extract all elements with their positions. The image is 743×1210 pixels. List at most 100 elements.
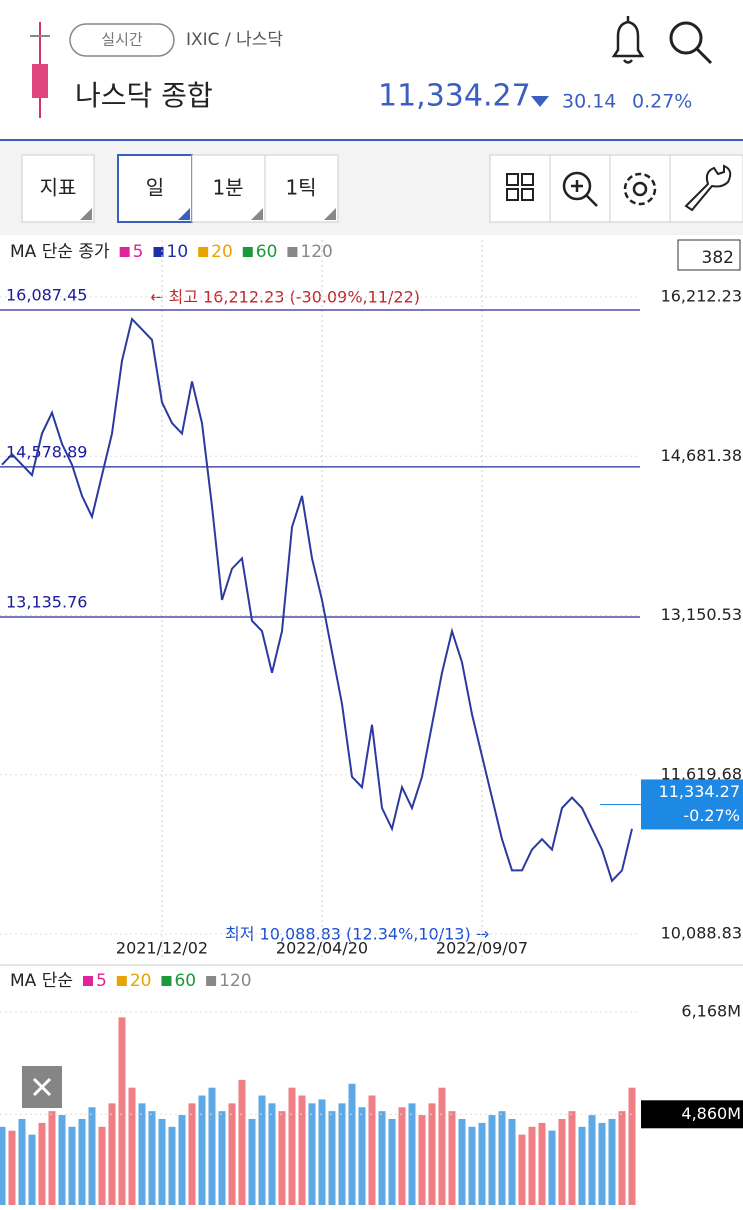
button[interactable]	[21, 154, 95, 223]
volume-bar	[608, 1118, 616, 1205]
volume-bar	[578, 1126, 586, 1205]
volume-bar	[488, 1115, 496, 1205]
volume-bar	[498, 1111, 506, 1205]
volume-bar	[588, 1115, 596, 1205]
close-overlay[interactable]	[22, 1066, 62, 1108]
search-icon[interactable]	[669, 21, 713, 65]
y-tick-label: 16,212.23	[661, 287, 742, 306]
volume-bar	[58, 1115, 66, 1205]
button-label[interactable]: 1분	[212, 176, 243, 200]
legend-swatch	[206, 976, 217, 986]
volume-bar	[18, 1118, 26, 1205]
y-tick-box	[641, 1100, 743, 1129]
low-annotation: 최저 10,088.83 (12.34%,10/13) →	[225, 925, 489, 944]
index-name: 나스닥 종합	[75, 79, 213, 112]
volume-bar	[238, 1079, 246, 1205]
down-arrow	[531, 96, 549, 107]
legend-swatch	[242, 247, 253, 257]
volume-bar	[28, 1134, 36, 1205]
legend-label: 5	[96, 971, 107, 991]
grid-button[interactable]	[489, 154, 551, 223]
index-price: 11,334.27	[378, 79, 531, 114]
y-tick-label: 4,860M	[681, 1104, 741, 1123]
button-selected[interactable]	[117, 154, 193, 223]
volume-bar	[138, 1103, 146, 1205]
current-box	[641, 779, 743, 830]
legend-swatch	[161, 976, 172, 986]
volume-bar	[178, 1115, 186, 1205]
bell-icon[interactable]	[611, 16, 645, 64]
volume-bar	[378, 1111, 386, 1205]
level-label: 14,578.89	[6, 442, 87, 461]
level-label: 16,087.45	[6, 285, 87, 304]
grid-icon	[506, 173, 534, 201]
level-label: 13,135.76	[6, 593, 87, 612]
button-label[interactable]: 일	[146, 176, 164, 200]
volume-bar	[628, 1087, 636, 1205]
volume-bar	[408, 1103, 416, 1205]
volume-bar	[318, 1099, 326, 1205]
volume-bar	[268, 1103, 276, 1205]
volume-bar	[538, 1122, 546, 1205]
legend-label: 120	[300, 242, 332, 262]
tools-button[interactable]	[669, 154, 743, 223]
volume-bar	[448, 1111, 456, 1205]
volume-bar	[218, 1111, 226, 1205]
volume-bar	[598, 1122, 606, 1205]
volume-bar	[158, 1118, 166, 1205]
volume-bar	[618, 1111, 626, 1205]
button[interactable]	[264, 154, 339, 223]
volume-bar	[528, 1126, 536, 1205]
legend-swatch	[82, 976, 93, 986]
legend-title: MA 단순	[10, 971, 73, 991]
volume-bar	[168, 1126, 176, 1205]
volume-bar	[418, 1115, 426, 1205]
settings-button[interactable]	[609, 154, 671, 223]
volume-bar	[278, 1111, 286, 1205]
dropdown-corner	[324, 208, 336, 220]
index-change: 30.14	[562, 91, 616, 113]
button-label[interactable]: 1틱	[285, 176, 316, 200]
volume-bar	[298, 1095, 306, 1205]
volume-bar	[428, 1103, 436, 1205]
x-tick-label: 2021/12/02	[116, 939, 208, 958]
zoom-button[interactable]	[549, 154, 611, 223]
volume-bar	[148, 1111, 156, 1205]
count-value: 382	[702, 248, 734, 268]
volume-bar	[568, 1111, 576, 1205]
legend-swatch	[198, 247, 209, 257]
logo-icon	[32, 64, 48, 98]
dropdown-corner	[178, 208, 190, 220]
y-tick-label: 6,168M	[681, 1002, 741, 1021]
volume-bar	[458, 1118, 466, 1205]
volume-bar	[248, 1118, 256, 1205]
volume-bar	[108, 1103, 116, 1205]
volume-bar	[338, 1103, 346, 1205]
volume-bar	[518, 1134, 526, 1205]
y-tick-label: 14,681.38	[661, 446, 742, 465]
volume-bar	[228, 1103, 236, 1205]
button[interactable]	[191, 154, 266, 223]
legend-label: 60	[174, 971, 196, 991]
current-price: 11,334.27	[659, 782, 740, 801]
symbol-path: IXIC / 나스닥	[186, 30, 283, 50]
volume-bar	[258, 1095, 266, 1205]
legend-label: 20	[130, 971, 152, 991]
volume-bar	[48, 1111, 56, 1205]
volume-bar	[118, 1017, 126, 1205]
volume-bar	[478, 1122, 486, 1205]
realtime-pill[interactable]	[69, 23, 175, 57]
volume-bar	[348, 1083, 356, 1205]
volume-bar	[558, 1118, 566, 1205]
wrench-icon	[684, 164, 732, 212]
y-tick-label: 11,619.68	[661, 764, 742, 783]
volume-bar	[208, 1087, 216, 1205]
legend-label: 60	[256, 242, 278, 262]
volume-bar	[508, 1118, 516, 1205]
volume-bar	[68, 1126, 76, 1205]
volume-bar	[98, 1126, 106, 1205]
realtime-label[interactable]: 실시간	[101, 31, 143, 49]
button-label[interactable]: 지표	[40, 176, 77, 200]
current-change: -0.27%	[683, 806, 740, 825]
